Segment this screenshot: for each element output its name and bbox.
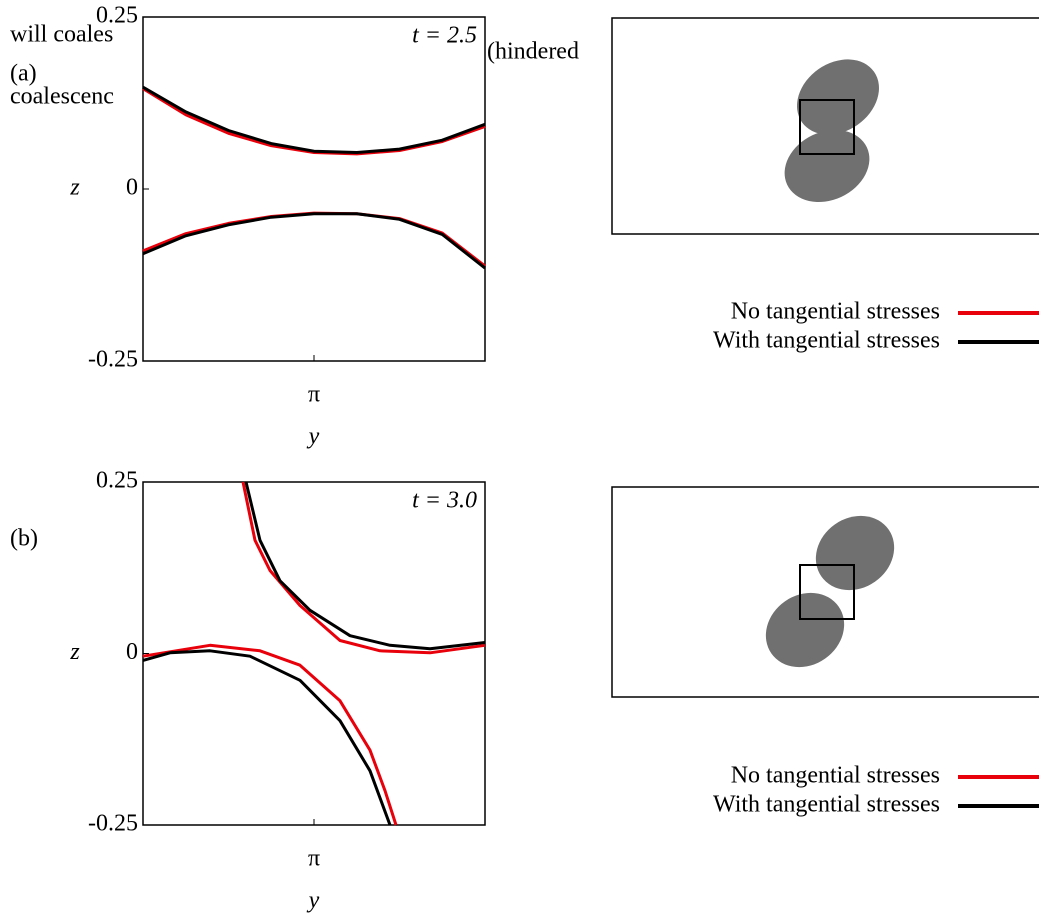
note: will coales <box>10 22 113 48</box>
annotation: t = 2.5 <box>412 23 477 49</box>
drop <box>765 592 845 668</box>
y-axis-label: z <box>69 175 80 201</box>
legend-label: With tangential stresses <box>713 328 940 354</box>
y-tick-label: 0 <box>126 639 138 665</box>
domain-box <box>611 17 1039 235</box>
x-tick-label: π <box>308 382 320 408</box>
drop <box>784 130 870 202</box>
line-series <box>142 85 486 270</box>
y-tick-label: -0.25 <box>88 811 138 837</box>
x-axis-label: y <box>307 888 320 914</box>
panel-label: (b) <box>10 526 38 552</box>
schematic-a <box>611 17 1039 235</box>
x-tick-label: π <box>308 846 320 872</box>
domain-box <box>611 486 1039 698</box>
drop <box>815 515 895 591</box>
note: (hindered <box>487 39 579 65</box>
annotation: t = 3.0 <box>412 488 477 514</box>
y-tick-label: 0.25 <box>96 3 138 29</box>
line-series <box>142 481 486 826</box>
plot-frame <box>142 16 486 362</box>
panel-label: (a) <box>10 61 37 87</box>
note: coalescenc <box>10 84 114 110</box>
drop <box>797 59 879 135</box>
y-tick-label: -0.25 <box>88 347 138 373</box>
line-series <box>142 481 486 826</box>
x-axis-label: y <box>307 424 320 450</box>
y-tick-label: 0.25 <box>96 468 138 494</box>
schematic-b <box>611 486 1039 698</box>
y-tick-label: 0 <box>126 175 138 201</box>
y-axis-label: z <box>69 639 80 665</box>
zoom-box <box>799 564 855 620</box>
zoom-box <box>799 99 855 155</box>
legend-label: No tangential stresses <box>731 763 940 789</box>
legend-label: No tangential stresses <box>731 299 940 325</box>
legend-label: With tangential stresses <box>713 792 940 818</box>
